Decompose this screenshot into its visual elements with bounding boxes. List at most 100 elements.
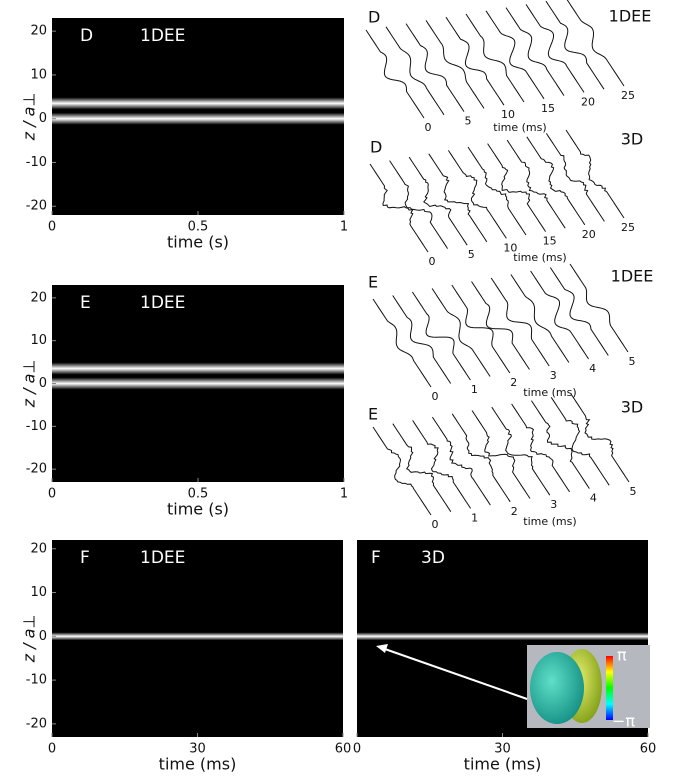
trace [468,147,526,235]
colorbar [606,656,613,720]
x-tick-label: 15 [543,235,557,248]
panel-label: 3D [621,398,644,417]
trace [531,271,589,359]
trace [370,164,428,252]
trace [390,161,448,249]
x-tick-label: 5 [629,355,636,368]
panel-letter: D [370,138,382,157]
x-tick-label: 0 [353,742,361,757]
trace [472,282,530,370]
panel-letter: D [368,8,380,27]
y-tick-label: 0 [39,376,47,391]
trace [373,299,431,387]
x-tick-label: 0 [425,121,432,134]
x-axis-label: time (s) [167,500,229,519]
trace [373,427,431,515]
trace [566,130,624,218]
trace [366,30,424,118]
x-tick-label: 1 [471,511,478,524]
x-tick-label: 5 [465,115,472,128]
trace [492,407,550,495]
trace [551,397,609,485]
y-tick-label: -20 [26,199,47,214]
x-tick-label: 2 [511,505,518,518]
density-band [52,363,344,375]
trace [446,17,504,105]
trace [507,140,565,228]
x-tick-label: 60 [335,742,352,757]
panel-letter: F [80,548,90,568]
density-band [357,632,648,640]
x-axis-label: time (ms) [523,386,576,399]
x-tick-label: 10 [501,108,515,121]
x-tick-label: 1 [471,383,478,396]
y-axis-label: z / a⊥ [20,93,39,142]
x-tick-label: 5 [468,248,475,261]
trace [432,289,490,377]
trace [393,296,451,384]
panel-label: 1DEE [611,267,654,286]
trace [429,154,487,242]
trace [486,11,544,99]
x-tick-label: 15 [541,102,555,115]
trace [546,133,604,221]
x-axis-label: time (ms) [159,755,237,774]
x-tick-label: 4 [589,362,596,375]
x-tick-label: 3 [550,498,557,511]
panel-label: 1DEE [609,7,652,26]
x-tick-label: 20 [581,95,595,108]
y-tick-label: 10 [30,67,47,82]
y-tick-label: 0 [39,629,47,644]
x-axis-label: time (ms) [523,515,576,528]
density-band [52,113,344,125]
panel-letter: E [368,405,378,424]
x-tick-label: 60 [640,742,657,757]
panel-label: 1DEE [140,26,185,46]
x-tick-label: 25 [621,89,635,102]
x-tick-label: 0 [432,518,439,531]
trace [506,8,564,96]
y-tick-label: 20 [30,541,47,556]
x-tick-label: 20 [582,228,596,241]
trace [432,417,490,505]
blob-teal [530,652,584,724]
panel-letter: F [371,548,381,568]
figure: 00.5120100-10-20time (s)z / a⊥D1DEE05101… [0,0,678,777]
y-tick-label: -20 [26,716,47,731]
y-tick-label: -10 [26,155,47,170]
trace [512,404,570,492]
y-axis-label: z / a⊥ [20,615,39,664]
trace [466,14,524,102]
trace [452,414,510,502]
trace [412,292,470,380]
x-axis-label: time (ms) [464,755,542,774]
trace [531,401,589,489]
density-band [52,97,344,109]
x-tick-label: 1 [340,487,348,502]
trace [550,268,608,356]
panel-label: 3D [421,548,445,568]
x-tick-label: 2 [510,376,517,389]
y-tick-label: 20 [30,290,47,305]
panel-letter: E [368,273,378,292]
trace [526,4,584,92]
panel-letter: D [80,26,93,46]
trace [448,150,506,238]
trace [472,411,530,499]
panel-label: 1DEE [140,548,185,568]
trace [546,1,604,89]
x-axis-label: time (ms) [493,121,546,134]
y-axis-label: z / a⊥ [20,360,39,409]
panel-label: 3D [621,130,644,149]
trace [393,424,451,512]
trace [406,24,464,112]
density-band [52,632,343,640]
density-band [52,378,344,390]
x-tick-label: 0 [48,742,56,757]
x-tick-label: 0 [429,255,436,268]
x-tick-label: 25 [621,221,635,234]
trace [511,275,569,363]
y-tick-label: 20 [30,24,47,39]
panel-label: 1DEE [140,293,185,313]
trace [386,27,444,115]
